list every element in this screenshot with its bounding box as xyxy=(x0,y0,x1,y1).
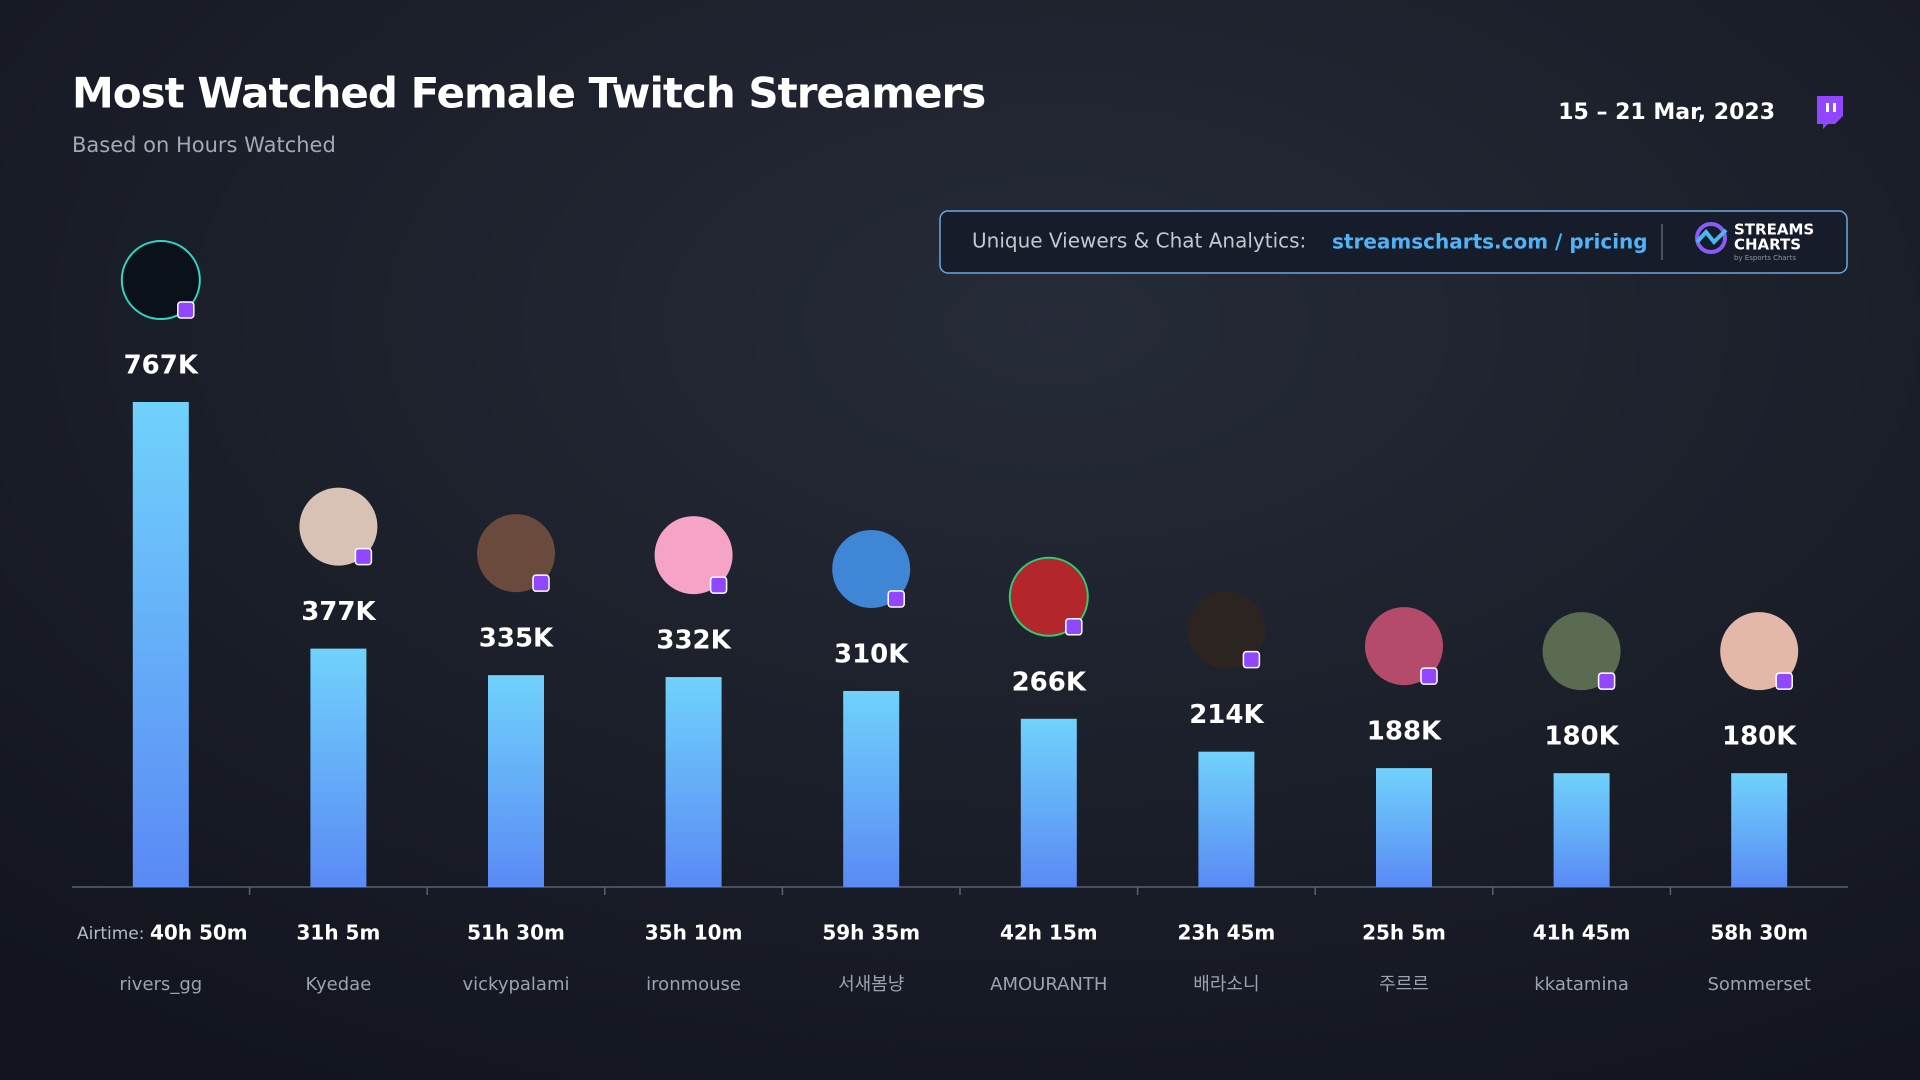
avatar xyxy=(832,529,911,608)
value-label: 180K xyxy=(1722,722,1797,752)
avatar-image xyxy=(654,516,733,595)
chart-subtitle: Based on Hours Watched xyxy=(72,133,336,157)
chart-title: Most Watched Female Twitch Streamers xyxy=(72,69,985,118)
avatar-image xyxy=(299,487,378,566)
avatar xyxy=(1008,556,1089,637)
avatar xyxy=(299,487,378,566)
value-label: 377K xyxy=(301,597,376,627)
avatar xyxy=(477,514,555,593)
airtime: 51h 30m xyxy=(467,921,565,945)
airtime: 35h 10m xyxy=(645,921,743,945)
value-label: 310K xyxy=(834,639,909,669)
banner[interactable]: Unique Viewers & Chat Analytics: streams… xyxy=(939,210,1848,274)
twitch-badge xyxy=(177,301,195,319)
banner-box xyxy=(939,210,1848,274)
bar xyxy=(1553,773,1610,887)
value-label: 335K xyxy=(479,624,554,654)
value-label: 180K xyxy=(1544,722,1619,752)
avatar-image xyxy=(120,240,201,320)
airtime: 25h 5m xyxy=(1362,921,1446,945)
twitch-badge xyxy=(1597,672,1616,690)
avatar-image xyxy=(1542,612,1621,691)
x-tick-label: kkatamina xyxy=(1534,974,1629,995)
x-tick-label: Kyedae xyxy=(306,974,372,995)
avatar xyxy=(120,240,201,320)
bar xyxy=(665,677,722,887)
avatar-image xyxy=(832,529,911,608)
x-tick-label: AMOURANTH xyxy=(990,974,1107,995)
x-tick-label: 서새봄냥 xyxy=(838,974,904,995)
twitch-icon xyxy=(1817,96,1843,129)
avatar xyxy=(1542,612,1621,691)
bar xyxy=(1020,718,1077,887)
logo-line1: STREAMS xyxy=(1734,221,1814,239)
airtime-label: Airtime: xyxy=(77,924,144,944)
value-label: 266K xyxy=(1012,667,1087,697)
twitch-badge xyxy=(1065,618,1083,636)
twitch-badge xyxy=(354,547,373,566)
banner-link[interactable]: streamscharts.com / pricing xyxy=(1332,230,1648,254)
airtime: 31h 5m xyxy=(297,921,381,945)
airtime: 42h 15m xyxy=(1000,921,1098,945)
bar xyxy=(1731,773,1788,887)
avatar xyxy=(654,516,733,595)
twitch-badge xyxy=(1242,650,1261,669)
twitch-badge xyxy=(1775,672,1793,690)
value-label: 767K xyxy=(124,351,199,381)
bar xyxy=(488,675,544,887)
airtime: 40h 50m xyxy=(150,921,248,945)
airtime: 41h 45m xyxy=(1533,921,1631,945)
logo-line2: CHARTS xyxy=(1734,236,1801,254)
avatar-image xyxy=(1008,556,1089,637)
logo-tagline: by Esports Charts xyxy=(1734,254,1796,262)
avatar-image xyxy=(1720,612,1799,691)
x-tick-label: rivers_gg xyxy=(119,974,202,995)
x-tick-label: 배라소니 xyxy=(1193,974,1259,995)
airtime: 59h 35m xyxy=(822,921,920,945)
x-tick-label: 주르르 xyxy=(1379,974,1429,995)
twitch-badge xyxy=(887,590,905,608)
logo-icon xyxy=(1695,222,1728,254)
avatar-image xyxy=(1365,607,1443,686)
twitch-badge xyxy=(1420,667,1438,685)
value-label: 214K xyxy=(1189,700,1264,730)
date-range: 15 – 21 Mar, 2023 xyxy=(1558,100,1775,125)
bar xyxy=(1376,768,1432,887)
avatar xyxy=(1365,607,1443,686)
x-tick-label: vickypalami xyxy=(462,974,569,995)
airtime: 23h 45m xyxy=(1178,921,1276,945)
x-tick-label: Sommerset xyxy=(1707,974,1811,995)
value-label: 188K xyxy=(1367,717,1442,747)
twitch-badge xyxy=(709,576,728,594)
avatar xyxy=(1720,612,1799,691)
bar xyxy=(843,690,900,887)
avatar xyxy=(1187,590,1266,669)
airtime: 58h 30m xyxy=(1710,921,1808,945)
bar xyxy=(132,402,189,887)
banner-text: Unique Viewers & Chat Analytics: xyxy=(972,229,1306,253)
bar xyxy=(310,648,367,887)
avatar-image xyxy=(1187,590,1266,669)
x-tick-label: ironmouse xyxy=(646,974,741,995)
value-label: 332K xyxy=(656,626,731,656)
twitch-badge xyxy=(532,574,550,592)
bar xyxy=(1198,751,1255,887)
avatar-image xyxy=(477,514,555,593)
